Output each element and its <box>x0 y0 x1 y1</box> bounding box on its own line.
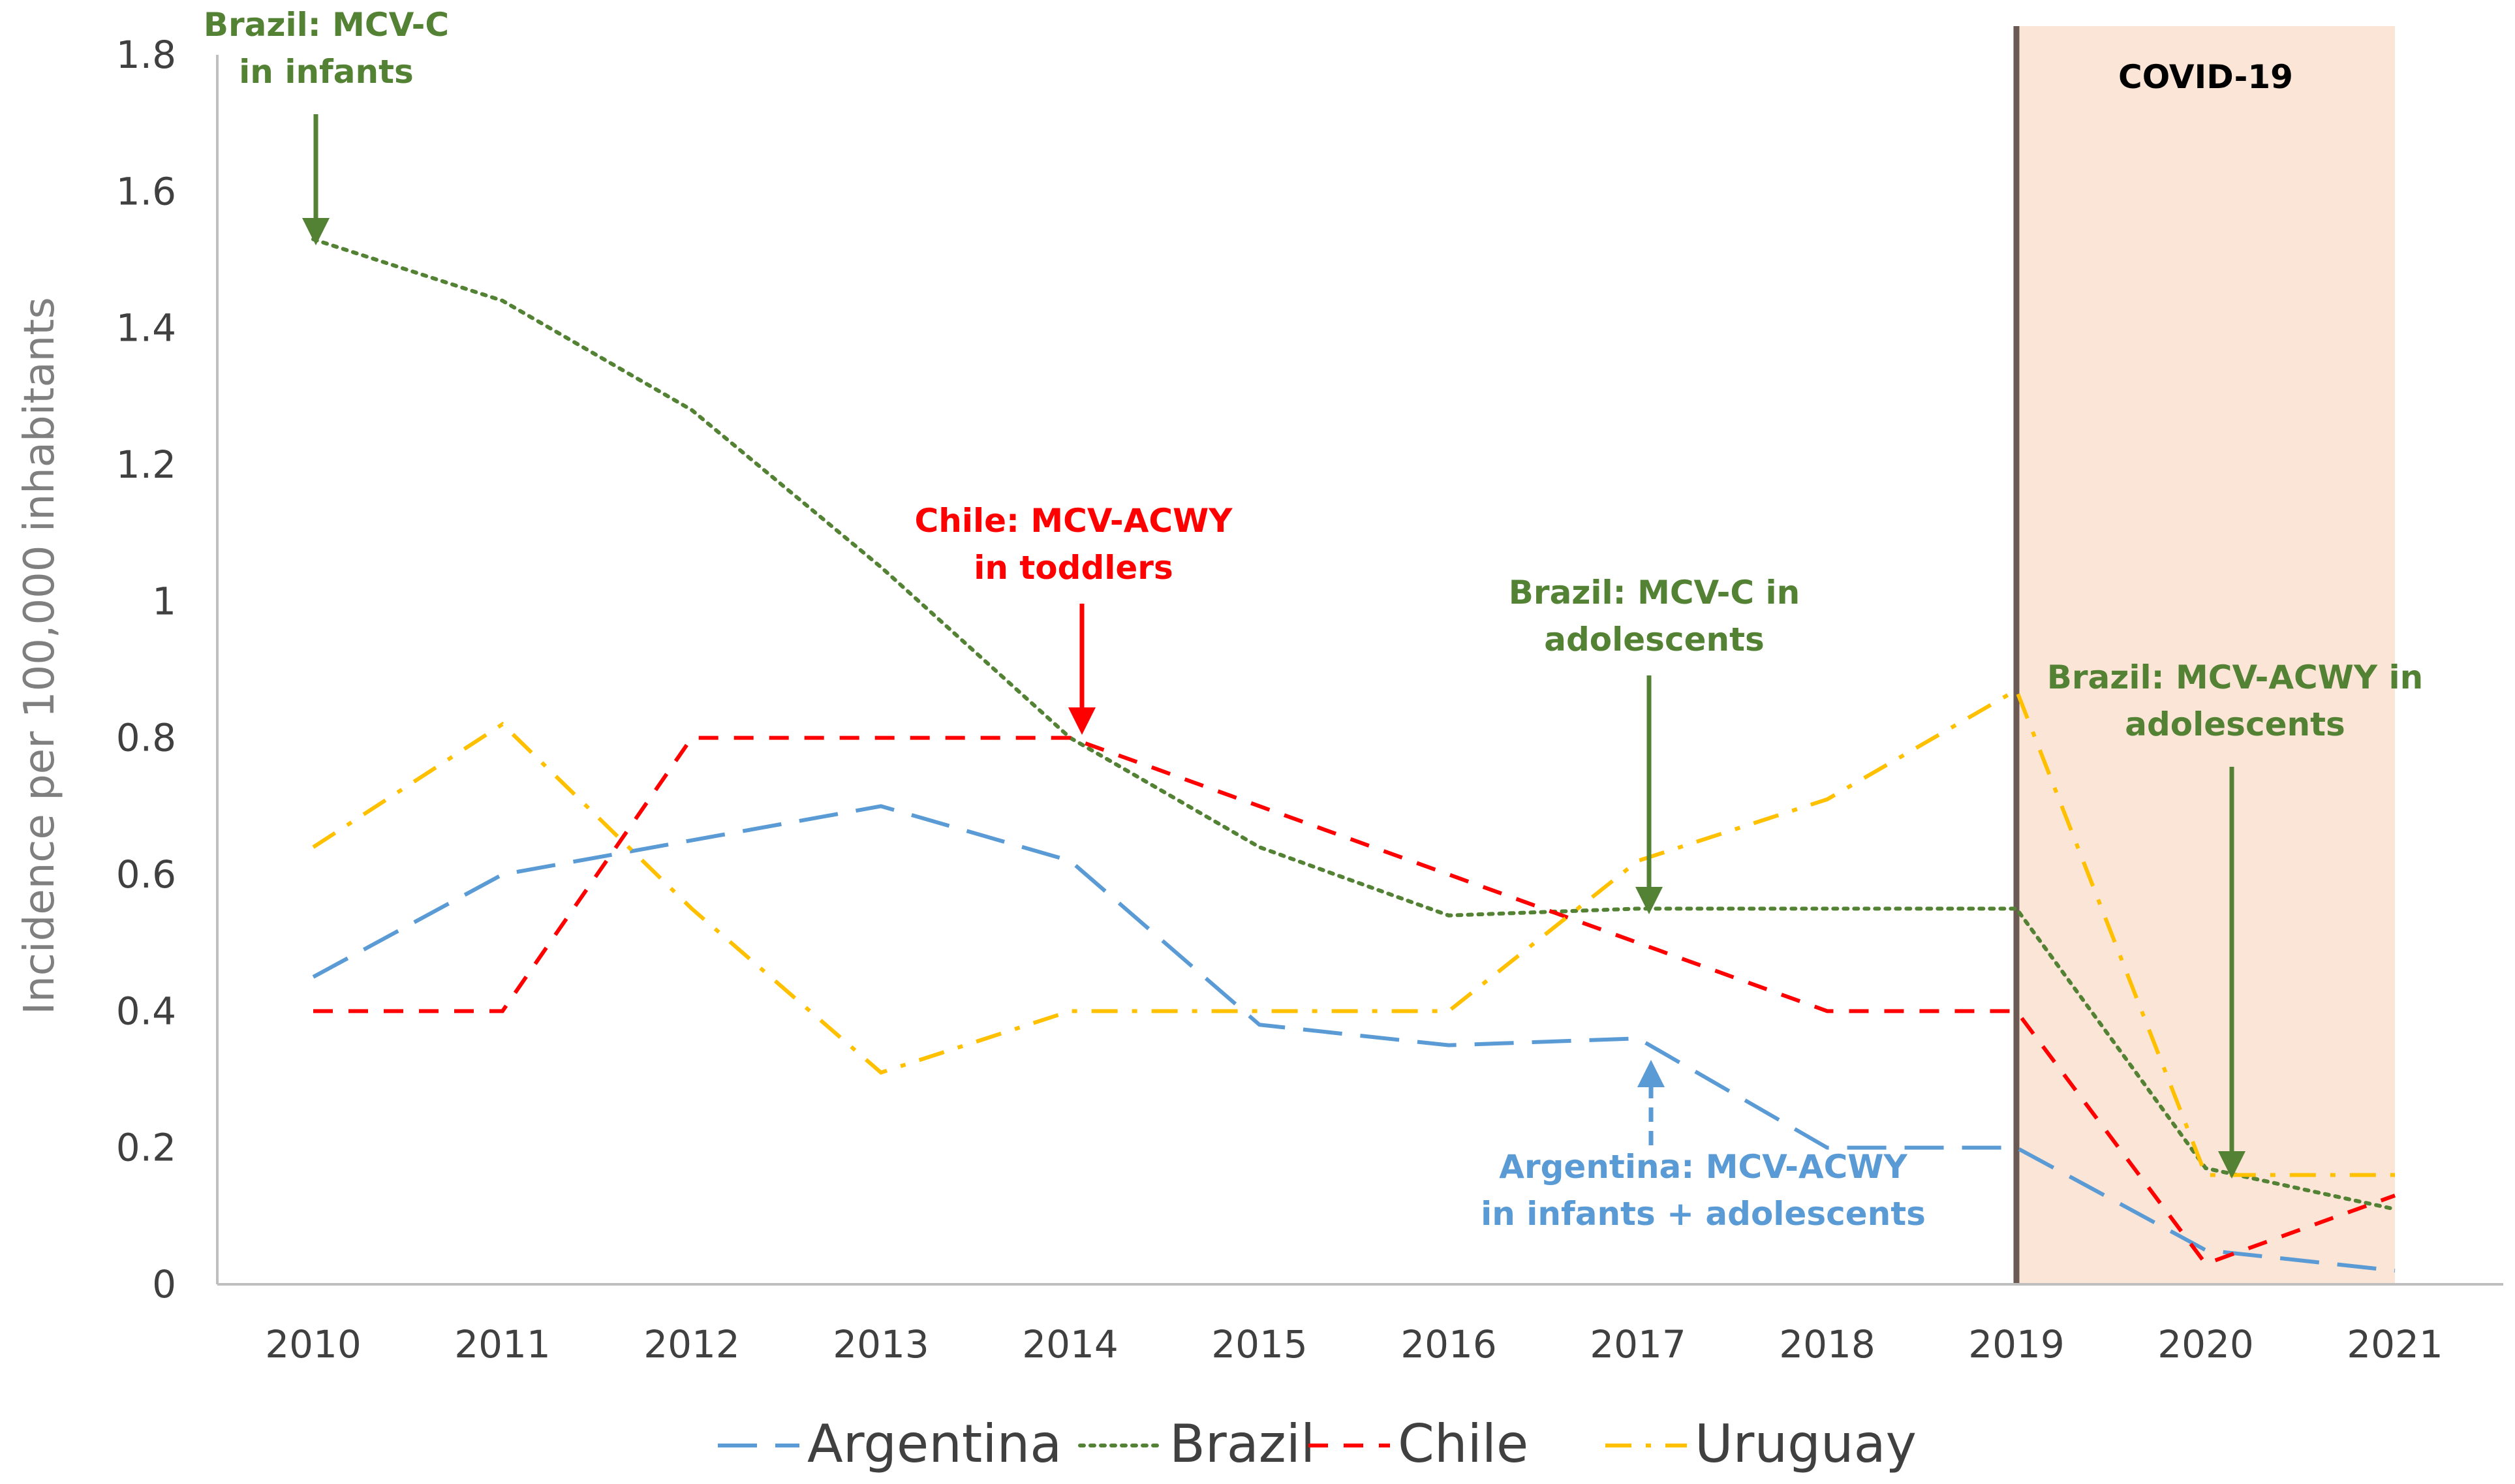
legend-label: Brazil <box>1169 1414 1315 1474</box>
axes <box>216 55 2503 1286</box>
annotation-text: adolescents <box>2125 705 2345 743</box>
x-tick-label: 2017 <box>1590 1322 1686 1367</box>
y-axis-label: Incidence per 100,000 inhabitants <box>16 297 64 1014</box>
x-tick-label: 2020 <box>2157 1322 2254 1367</box>
annotation-text: Brazil: MCV-C in <box>1509 574 1800 611</box>
y-tick-label: 0.4 <box>116 989 176 1033</box>
covid-19-label: COVID-19 <box>2118 58 2293 96</box>
x-tick-label: 2018 <box>1779 1322 1875 1367</box>
series-line-chile <box>313 735 2396 1267</box>
legend: Argentina Brazil Chile Uruguay <box>718 1414 1917 1474</box>
legend-label: Uruguay <box>1695 1414 1917 1474</box>
annotation-text: in infants <box>239 53 414 91</box>
annotation-text: in toddlers <box>974 549 1173 587</box>
annotation-text: Brazil: MCV-C <box>204 6 449 44</box>
annotation-brazil-mcvacwy-adolescents: Brazil: MCV-ACWY in adolescents <box>2047 658 2423 1179</box>
annotation-brazil-mcvc-adolescents: Brazil: MCV-C in adolescents <box>1509 574 1800 914</box>
y-tick-label: 1.8 <box>116 33 176 77</box>
y-tick-label: 0.6 <box>116 852 176 897</box>
annotation-text: adolescents <box>1544 621 1765 658</box>
annotations: Brazil: MCV-C in infants Chile: MCV-ACWY in… <box>204 6 2423 1233</box>
series-line-argentina <box>312 804 2396 1273</box>
annotation-argentina-mcvacwy: Argentina: MCV-ACWY in infants + adolesce… <box>1481 1060 1926 1233</box>
annotation-text: Chile: MCV-ACWY <box>915 502 1233 540</box>
x-tick-label: 2012 <box>643 1322 740 1367</box>
x-tick-label: 2014 <box>1022 1322 1119 1367</box>
legend-label: Chile <box>1398 1414 1528 1474</box>
x-tick-label: 2016 <box>1400 1322 1497 1367</box>
series-lines <box>311 237 2397 1273</box>
annotation-text: in infants + adolescents <box>1481 1195 1926 1233</box>
annotation-brazil-mcvc-infants: Brazil: MCV-C in infants <box>204 6 449 245</box>
annotation-text: Brazil: MCV-ACWY in <box>2047 658 2423 696</box>
legend-label: Argentina <box>807 1414 1062 1474</box>
legend-item-brazil: Brazil <box>1078 1414 1315 1474</box>
y-axis-ticks: 0 0.2 0.4 0.6 0.8 1 1.2 1.4 1.6 1.8 <box>116 33 176 1306</box>
y-tick-label: 0 <box>152 1262 176 1306</box>
y-tick-label: 0.2 <box>116 1126 176 1170</box>
x-tick-label: 2011 <box>454 1322 551 1367</box>
x-tick-label: 2013 <box>833 1322 929 1367</box>
annotation-chile-mcvacwy-toddlers: Chile: MCV-ACWY in toddlers <box>915 502 1233 735</box>
covid-19-shaded-region <box>2016 26 2395 1284</box>
x-tick-label: 2021 <box>2347 1322 2443 1367</box>
y-tick-label: 1.6 <box>116 169 176 213</box>
legend-item-uruguay: Uruguay <box>1605 1414 1917 1474</box>
annotation-text: Argentina: MCV-ACWY <box>1499 1148 1907 1186</box>
y-tick-label: 1.2 <box>116 442 176 487</box>
series-line-uruguay <box>312 687 2395 1177</box>
legend-item-argentina: Argentina <box>718 1414 1062 1474</box>
x-tick-label: 2015 <box>1211 1322 1308 1367</box>
x-tick-label: 2019 <box>1968 1322 2065 1367</box>
series-line-brazil <box>311 237 2397 1211</box>
x-axis-ticks: 2010 2011 2012 2013 2014 2015 2016 2017 2018 2019… <box>265 1322 2443 1367</box>
y-tick-label: 1.4 <box>116 306 176 350</box>
legend-item-chile: Chile <box>1308 1414 1528 1474</box>
y-tick-label: 0.8 <box>116 716 176 760</box>
y-tick-label: 1 <box>152 579 176 623</box>
x-tick-label: 2010 <box>265 1322 362 1367</box>
